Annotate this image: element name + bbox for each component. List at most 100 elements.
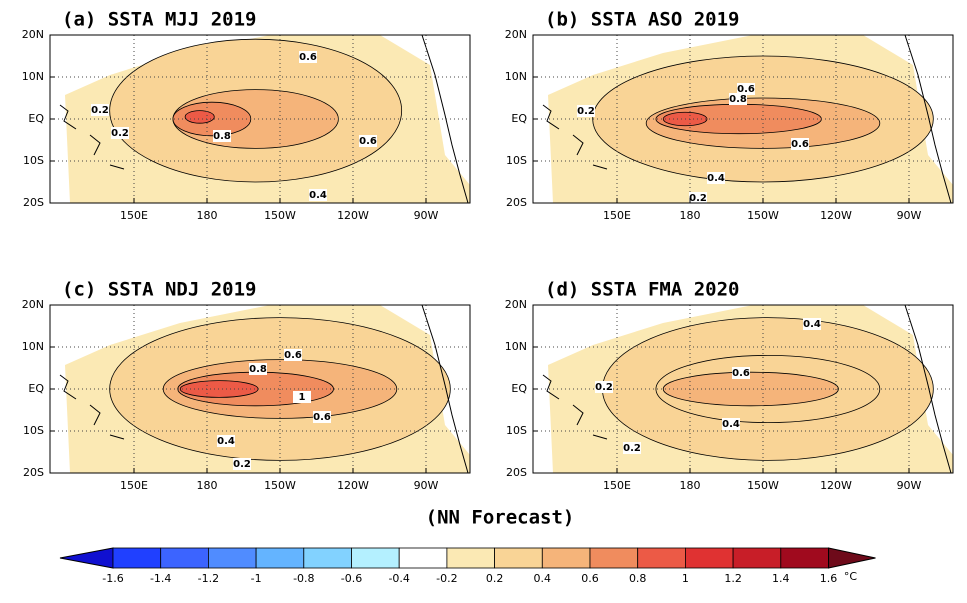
colorbar-end — [59, 547, 114, 569]
lat-label: 20S — [506, 466, 527, 479]
contour-label-bg — [689, 192, 707, 204]
contour-label: 0.4 — [217, 436, 235, 447]
coastline — [59, 374, 125, 440]
contour-label: 0.2 — [91, 105, 109, 116]
lon-label: 150E — [120, 209, 148, 222]
lat-label: EQ — [511, 382, 527, 395]
lon-label: 90W — [414, 479, 439, 492]
lon-label: 180 — [197, 209, 218, 222]
colorbar-box — [303, 547, 352, 569]
colorbar-tick-label: -0.2 — [436, 572, 457, 585]
panel-title: (b) SSTA ASO 2019 — [545, 9, 739, 31]
lon-label: 150W — [264, 209, 296, 222]
contour-label: 0.6 — [284, 350, 302, 361]
colorbar-tick-label: 1.6 — [820, 572, 838, 585]
colorbar-box — [732, 547, 782, 569]
contour-label-bg — [791, 138, 809, 150]
colorbar-box — [494, 547, 543, 569]
contour-label: 0.2 — [233, 459, 251, 470]
colorbar-tick-label: 1.2 — [724, 572, 742, 585]
lon-label: 180 — [680, 209, 701, 222]
lon-label: 120W — [337, 209, 369, 222]
colorbar-tick-label: -0.6 — [341, 572, 362, 585]
colorbar-tick-label: 0.6 — [581, 572, 599, 585]
contour-label-bg — [91, 104, 109, 116]
colorbar-box — [637, 547, 686, 569]
contour-label-bg — [595, 381, 613, 393]
coastline — [904, 305, 952, 473]
map-panel: 0.6 0.2 0.2 0.8 0.6 0.4 (a) SSTA MJJ 2019 20N 10… — [22, 9, 471, 222]
colorbar-box — [160, 547, 209, 569]
colorbar-tick-label: -1 — [251, 572, 262, 585]
colorbar-tick-label: 0.4 — [534, 572, 552, 585]
lon-label: 150E — [603, 209, 631, 222]
colorbar-tick-label: 1.4 — [772, 572, 790, 585]
lat-label: 10N — [22, 340, 44, 353]
colorbar-tick-label: 0.8 — [629, 572, 647, 585]
contour-label-bg — [111, 127, 129, 139]
lon-label: 90W — [414, 209, 439, 222]
colorbar-box — [446, 547, 495, 569]
lat-label: 20N — [505, 298, 527, 311]
lat-label: 20S — [23, 466, 44, 479]
contour-label: 0.6 — [313, 412, 331, 423]
lon-label: 150E — [120, 479, 148, 492]
lat-label: 20N — [505, 28, 527, 41]
contour-label-bg — [249, 363, 267, 375]
contour-label: 0.8 — [729, 94, 747, 105]
colorbar-box — [351, 547, 400, 569]
lon-label: 90W — [897, 479, 922, 492]
lon-label: 90W — [897, 209, 922, 222]
panel-title: (d) SSTA FMA 2020 — [545, 279, 739, 301]
contour-label: 0.2 — [595, 382, 613, 393]
footer: (NN Forecast) — [426, 507, 575, 529]
contour-label: 0.4 — [803, 319, 821, 330]
contour-label-bg — [707, 172, 725, 184]
lat-label: EQ — [28, 382, 44, 395]
contour-label: 0.2 — [623, 443, 641, 454]
contour-label-bg — [213, 130, 231, 142]
lat-label: 20S — [23, 196, 44, 209]
lon-label: 180 — [197, 479, 218, 492]
contour-label: 0.4 — [309, 190, 327, 201]
contour-label: 0.2 — [111, 128, 129, 139]
lon-label: 120W — [820, 209, 852, 222]
contour-label-bg — [623, 442, 641, 454]
lon-label: 180 — [680, 479, 701, 492]
contour-label-bg — [359, 135, 377, 147]
lon-label: 120W — [337, 479, 369, 492]
panel-title: (a) SSTA MJJ 2019 — [62, 9, 256, 31]
colorbar-box — [207, 547, 257, 569]
contour-label-bg — [737, 83, 755, 95]
colorbar-tick-label: -1.4 — [150, 572, 171, 585]
contour-label: 0.2 — [577, 106, 595, 117]
contour-label: 0.8 — [213, 131, 231, 142]
contour-label-bg — [309, 189, 327, 201]
map-fill — [50, 305, 470, 473]
lat-label: 10N — [22, 70, 44, 83]
colorbar-unit: °C — [844, 570, 858, 583]
contour-label-bg — [284, 349, 302, 361]
coastline — [904, 35, 952, 203]
map-panel: 0.4 0.2 0.6 0.4 0.2 (d) SSTA FMA 2020 20N 10N EQ… — [505, 279, 954, 492]
colorbar-box — [398, 547, 448, 569]
lat-label: 10S — [506, 154, 527, 167]
coastline — [421, 35, 469, 203]
colorbar-box — [589, 547, 639, 569]
colorbar-tick-label: 1 — [682, 572, 689, 585]
colorbar-tick-label: -1.6 — [102, 572, 123, 585]
colorbar-box — [255, 547, 305, 569]
contour-label: 0.4 — [722, 419, 740, 430]
map-fill — [50, 35, 470, 203]
contour-label: 0.2 — [689, 193, 707, 204]
map-panel: 0.6 0.8 1 0.6 0.4 0.2 (c) SSTA NDJ 2019 20N 10N E… — [22, 279, 471, 492]
colorbar-box — [112, 547, 162, 569]
colorbar-box — [780, 547, 829, 569]
map-fill — [533, 305, 953, 473]
map-panel: 0.20.60.80.60.40.2(b) SSTA ASO 201920N10… — [505, 9, 954, 222]
colorbar-box — [685, 547, 734, 569]
lat-label: 20N — [22, 28, 44, 41]
contour-label-bg — [313, 411, 331, 423]
anomaly-contour — [184, 110, 215, 124]
anomaly-contour — [662, 371, 839, 407]
